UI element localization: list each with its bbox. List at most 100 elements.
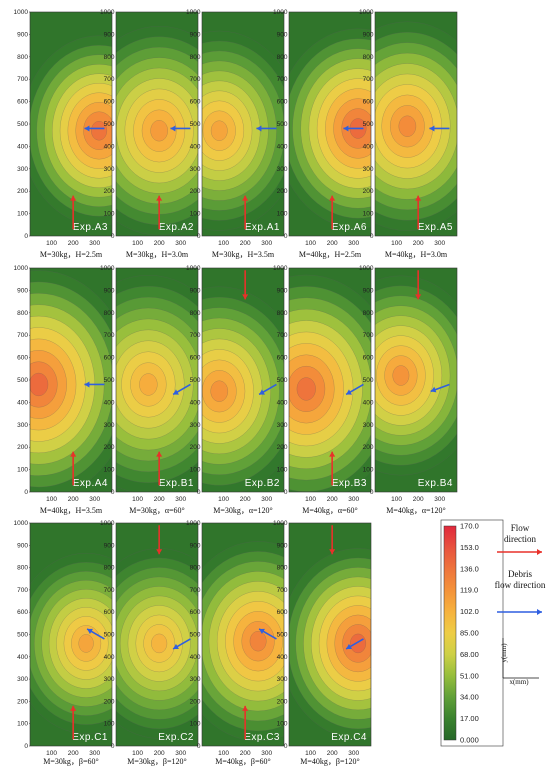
- x-tick-label: 300: [89, 750, 100, 757]
- contour-band: [350, 633, 367, 654]
- flow-arrow: [156, 451, 163, 486]
- y-tick-label: 800: [104, 565, 115, 572]
- x-tick-label: 300: [175, 496, 186, 503]
- y-tick-label: 700: [190, 76, 201, 83]
- x-tick-label: 200: [240, 496, 251, 503]
- y-tick-label: 400: [277, 399, 288, 406]
- panel-frame: [201, 11, 285, 237]
- x-tick-label: 200: [154, 496, 165, 503]
- panel-caption: M=30kg，α=120°: [213, 506, 273, 515]
- y-tick-label: 200: [17, 188, 28, 195]
- y-tick-label: 300: [17, 166, 28, 173]
- contour-bands: [375, 21, 457, 231]
- y-tick-label: 1000: [186, 9, 201, 16]
- y-tick-label: 300: [17, 676, 28, 683]
- y-tick-label: 1000: [100, 9, 115, 16]
- x-tick-label: 300: [261, 750, 272, 757]
- x-tick-label: 300: [89, 240, 100, 247]
- flow-arrow: [70, 705, 77, 740]
- panel-caption: M=30kg，H=2.5m: [40, 250, 103, 259]
- flow-arrow: [242, 195, 249, 230]
- y-tick-label: 500: [277, 377, 288, 384]
- debris-flow-arrow: [172, 383, 191, 396]
- y-tick-label: 0: [284, 489, 288, 496]
- y-tick-label: 0: [370, 233, 374, 240]
- contour-band: [151, 633, 168, 654]
- y-tick-label: 200: [104, 444, 115, 451]
- colorbar-tick-label: 102.0: [460, 607, 479, 616]
- y-tick-label: 700: [363, 76, 374, 83]
- y-tick-label: 500: [277, 632, 288, 639]
- contour-bands: [202, 30, 284, 231]
- x-tick-label: 300: [434, 496, 445, 503]
- panel-caption: M=30kg，H=3.5m: [212, 250, 275, 259]
- y-tick-label: 500: [17, 121, 28, 128]
- x-tick-label: 100: [46, 750, 57, 757]
- y-tick-label: 300: [277, 676, 288, 683]
- y-tick-label: 200: [104, 698, 115, 705]
- panel-frame: [288, 522, 372, 747]
- y-tick-label: 300: [277, 422, 288, 429]
- y-tick-label: 200: [277, 188, 288, 195]
- y-tick-label: 700: [277, 587, 288, 594]
- y-tick-label: 900: [190, 287, 201, 294]
- y-tick-label: 300: [104, 676, 115, 683]
- y-tick-label: 200: [363, 188, 374, 195]
- y-tick-label: 500: [363, 121, 374, 128]
- panel-caption: M=30kg，α=60°: [129, 506, 185, 515]
- y-tick-label: 1000: [100, 520, 115, 527]
- panel-caption: M=40kg，H=3.5m: [40, 506, 103, 515]
- x-tick-label: 200: [240, 240, 251, 247]
- y-tick-label: 500: [190, 632, 201, 639]
- y-tick-label: 500: [104, 121, 115, 128]
- flow-arrow: [329, 451, 336, 486]
- flow-arrow: [156, 195, 163, 230]
- flow-arrow: [242, 705, 249, 740]
- y-tick-label: 1000: [359, 9, 374, 16]
- panel-label: Exp.A3: [73, 222, 108, 233]
- contour-bands: [289, 28, 371, 229]
- y-tick-label: 700: [277, 76, 288, 83]
- y-tick-label: 600: [104, 355, 115, 362]
- y-tick-label: 400: [17, 654, 28, 661]
- y-tick-label: 300: [104, 166, 115, 173]
- x-tick-label: 300: [348, 496, 359, 503]
- y-tick-label: 500: [190, 377, 201, 384]
- y-tick-label: 800: [363, 54, 374, 61]
- panel-label: Exp.C3: [244, 732, 280, 743]
- contour-band: [296, 377, 316, 401]
- contour-band: [398, 115, 417, 137]
- y-tick-label: 900: [190, 31, 201, 38]
- y-tick-label: 700: [277, 332, 288, 339]
- y-tick-label: 400: [190, 143, 201, 150]
- y-tick-label: 600: [104, 99, 115, 106]
- debris-flow-arrow: [345, 638, 364, 650]
- y-tick-label: 0: [197, 489, 201, 496]
- y-tick-label: 800: [17, 310, 28, 317]
- panel-caption: M=40kg，α=120°: [386, 506, 446, 515]
- y-tick-label: 400: [17, 399, 28, 406]
- panel-caption: M=40kg，β=60°: [215, 757, 270, 766]
- y-tick-label: 600: [190, 355, 201, 362]
- x-tick-label: 100: [218, 750, 229, 757]
- debris-flow-arrow: [258, 383, 277, 396]
- y-tick-label: 1000: [273, 265, 288, 272]
- panel-frame: [374, 11, 458, 237]
- y-tick-label: 800: [17, 54, 28, 61]
- debris-flow-arrow: [345, 383, 364, 396]
- x-tick-label: 200: [68, 750, 79, 757]
- contour-bands: [375, 275, 457, 476]
- panel-label: Exp.B2: [245, 478, 280, 489]
- y-tick-label: 200: [104, 188, 115, 195]
- y-tick-label: 600: [17, 99, 28, 106]
- x-tick-label: 100: [305, 240, 316, 247]
- y-tick-label: 1000: [273, 520, 288, 527]
- debris-legend-label: Debris flow direction: [495, 569, 546, 590]
- panel-label: Exp.B1: [159, 478, 194, 489]
- debris-flow-arrow: [84, 125, 105, 132]
- colorbar-tick-label: 0.000: [460, 736, 479, 745]
